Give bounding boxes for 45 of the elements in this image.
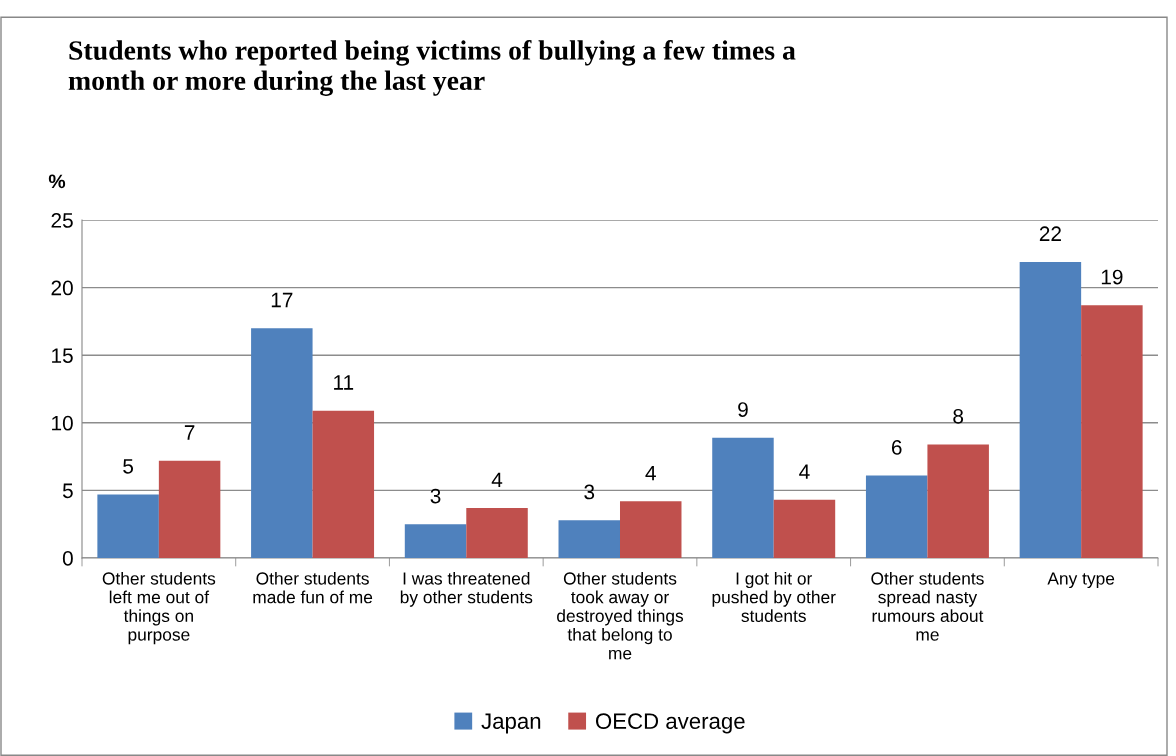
x-tick-label: Other students took away or destroyed things that belong to me: [557, 571, 684, 660]
x-tick-label: Other students spread nasty rumours about me: [871, 571, 984, 641]
bar: [97, 494, 159, 558]
y-tick-label: 5: [62, 483, 73, 499]
x-tick-label: I was threatened by other students: [400, 571, 533, 607]
y-tick-label: 0: [62, 551, 73, 566]
data-label: 6: [891, 439, 902, 455]
y-tick-label: 20: [51, 280, 73, 296]
bar: [1081, 305, 1143, 558]
data-label: 7: [184, 425, 195, 440]
data-label: 4: [491, 472, 503, 487]
bar: [620, 501, 682, 558]
legend-label: OECD average: [595, 713, 745, 734]
data-label: 22: [1039, 226, 1061, 241]
x-tick-label: Other students left me out of things on purpose: [102, 571, 216, 645]
y-tick-label: 15: [52, 348, 73, 363]
data-label: 19: [1101, 269, 1123, 285]
data-label: 4: [799, 464, 810, 479]
bar: [312, 410, 375, 558]
bar: [158, 460, 221, 558]
data-label: 11: [334, 375, 354, 390]
bar: [773, 499, 836, 558]
legend-label: Japan: [481, 713, 541, 734]
bar: [404, 524, 467, 558]
x-tick-label: Any type: [1047, 572, 1115, 589]
data-label: 9: [738, 402, 748, 417]
data-label: 5: [123, 459, 134, 474]
data-label: 17: [271, 292, 293, 308]
chart-title: Students who reported being victims of bullying a few times a month or more during the last year: [68, 40, 796, 96]
y-tick-label: 10: [52, 415, 73, 431]
y-axis-title: %: [48, 174, 66, 189]
bar: [558, 520, 620, 558]
data-label: 8: [953, 408, 964, 424]
data-label: 3: [430, 488, 441, 504]
bar: [251, 328, 313, 558]
bar: [927, 444, 989, 558]
bar: [865, 475, 928, 558]
x-tick-label: Other students made fun of me: [253, 571, 373, 604]
bar: [1019, 261, 1082, 558]
bar: [712, 437, 774, 558]
x-tick-label: I got hit or pushed by other students: [712, 571, 836, 623]
data-label: 4: [645, 465, 656, 481]
bar: [466, 507, 528, 558]
y-tick-label: 25: [51, 213, 73, 228]
data-label: 3: [584, 484, 595, 500]
